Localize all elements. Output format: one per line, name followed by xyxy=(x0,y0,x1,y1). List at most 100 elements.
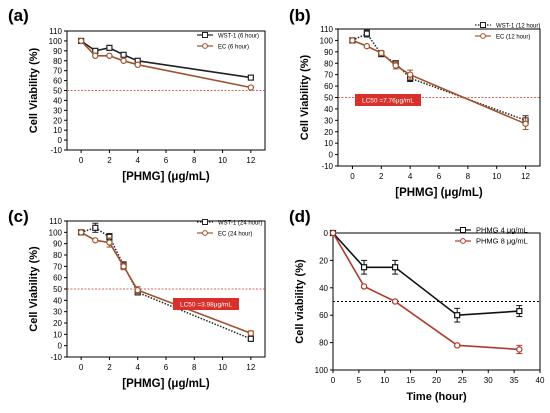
legend-marker-circle xyxy=(480,33,486,39)
data-point-square xyxy=(120,51,127,58)
y-tick-label: 110 xyxy=(49,217,62,226)
x-tick-label: 6 xyxy=(164,363,169,372)
data-point-circle xyxy=(360,283,368,290)
data-point-square xyxy=(516,307,523,315)
data-point-circle xyxy=(106,239,113,246)
panel-4: (d) 0 5 10 15 20 25 30 35 40 0 20 40 60 80 100 Time (hou… xyxy=(289,207,545,403)
y-tick-label: 40 xyxy=(53,96,62,105)
x-axis-label: Time (hour) xyxy=(406,391,467,403)
legend-label: PHMG 8 μg/mL xyxy=(476,237,528,246)
panel-label: (c) xyxy=(8,207,29,226)
data-point-circle xyxy=(92,52,99,59)
panel-3: (c) 0 2 4 6 8 10 12 -10 0 10 20 30 40 50 60 70 80 90 100 110… xyxy=(8,207,266,390)
data-point-circle xyxy=(454,342,461,349)
y-tick-label: 60 xyxy=(324,82,333,91)
x-tick-label: 40 xyxy=(536,376,545,385)
y-tick-label: 110 xyxy=(49,27,62,36)
legend-label: WST-1 (6 hour) xyxy=(218,34,259,40)
data-point-circle xyxy=(134,61,141,68)
y-tick-label: 20 xyxy=(53,319,62,328)
data-point-circle xyxy=(378,49,385,57)
data-point-square xyxy=(392,264,399,271)
series-line-1 xyxy=(352,32,526,122)
x-tick-label: 6 xyxy=(437,172,442,181)
data-point-circle xyxy=(247,84,255,91)
y-tick-label: 100 xyxy=(320,36,334,45)
x-tick-label: 35 xyxy=(510,376,519,385)
y-tick-label: 10 xyxy=(53,330,62,339)
x-tick-label: 10 xyxy=(218,156,227,165)
data-point-circle xyxy=(522,120,529,127)
legend-label: EC (6 hour) xyxy=(218,45,249,51)
data-point-circle xyxy=(392,62,399,69)
y-tick-label: 100 xyxy=(315,366,329,375)
y-tick-label: 0 xyxy=(58,342,63,351)
y-tick-label: 40 xyxy=(324,105,333,114)
y-tick-label: 30 xyxy=(324,116,333,125)
lc50-annotation-text: LC50 =7.76μg/mL xyxy=(362,98,414,105)
x-tick-label: 4 xyxy=(135,363,140,372)
x-tick-label: 2 xyxy=(107,156,112,165)
legend-marker-square xyxy=(460,227,466,233)
x-tick-label: 12 xyxy=(246,156,255,165)
data-point-circle xyxy=(77,229,85,236)
series-line-1 xyxy=(80,226,252,340)
y-tick-label: 20 xyxy=(324,128,333,137)
y-tick-label: 100 xyxy=(49,228,63,237)
data-point-square xyxy=(247,74,254,81)
x-tick-label: 0 xyxy=(350,172,355,181)
y-tick-label: 70 xyxy=(53,67,62,76)
data-point-square xyxy=(92,47,99,54)
legend-label: WST-1 (24 hour) xyxy=(218,221,262,227)
y-tick-label: 80 xyxy=(319,339,328,348)
x-tick-label: 4 xyxy=(135,156,140,165)
y-tick-label: 50 xyxy=(53,285,62,294)
legend-marker-circle xyxy=(460,238,466,244)
y-tick-label: 60 xyxy=(53,77,62,86)
x-tick-label: 30 xyxy=(484,376,493,385)
data-point-circle xyxy=(92,237,99,244)
x-tick-label: 4 xyxy=(408,172,413,181)
y-tick-label: 90 xyxy=(324,48,333,57)
data-point-square xyxy=(454,312,461,319)
x-tick-label: 0 xyxy=(79,363,84,372)
x-tick-label: 12 xyxy=(521,172,530,181)
y-tick-label: 80 xyxy=(324,59,333,68)
data-point-square xyxy=(360,264,368,271)
y-tick-label: 40 xyxy=(53,296,62,305)
lc50-annotation-text: LC50 =3.98μg/mL xyxy=(180,302,232,309)
lc50-annotation-box xyxy=(355,94,421,106)
y-tick-label: 80 xyxy=(53,251,62,260)
data-point-square xyxy=(363,30,370,37)
y-tick-label: 60 xyxy=(319,311,328,320)
x-tick-label: 2 xyxy=(107,363,112,372)
data-point-circle xyxy=(516,346,523,353)
x-axis-label: [PHMG] (μg/mL) xyxy=(122,378,210,390)
y-tick-label: 50 xyxy=(324,94,333,103)
data-point-circle xyxy=(363,42,371,50)
x-tick-label: 8 xyxy=(192,156,197,165)
y-tick-label: 100 xyxy=(49,37,63,46)
x-tick-label: 8 xyxy=(466,172,471,181)
legend-label: PHMG 4 μg/mL xyxy=(476,226,528,235)
x-axis-label: [PHMG] (μg/mL) xyxy=(122,171,210,183)
y-tick-label: -10 xyxy=(321,162,333,171)
y-tick-label: 10 xyxy=(53,126,62,135)
data-point-circle xyxy=(120,57,127,64)
x-tick-label: 15 xyxy=(406,376,415,385)
y-tick-label: 10 xyxy=(324,139,333,148)
x-tick-label: 2 xyxy=(379,172,384,181)
y-tick-label: 0 xyxy=(329,151,334,160)
legend-marker-circle xyxy=(202,230,208,236)
legend-marker-square xyxy=(202,219,208,225)
data-point-circle xyxy=(391,298,399,305)
data-point-circle xyxy=(120,263,127,270)
data-point-square xyxy=(106,44,113,51)
data-point-circle xyxy=(77,37,85,45)
x-axis-label: [PHMG] (μg/mL) xyxy=(395,187,483,199)
data-point-circle xyxy=(106,52,113,59)
y-tick-label: 60 xyxy=(53,274,62,283)
legend-label: WST-1 (12 hour) xyxy=(496,24,540,30)
data-point-square xyxy=(247,335,254,342)
